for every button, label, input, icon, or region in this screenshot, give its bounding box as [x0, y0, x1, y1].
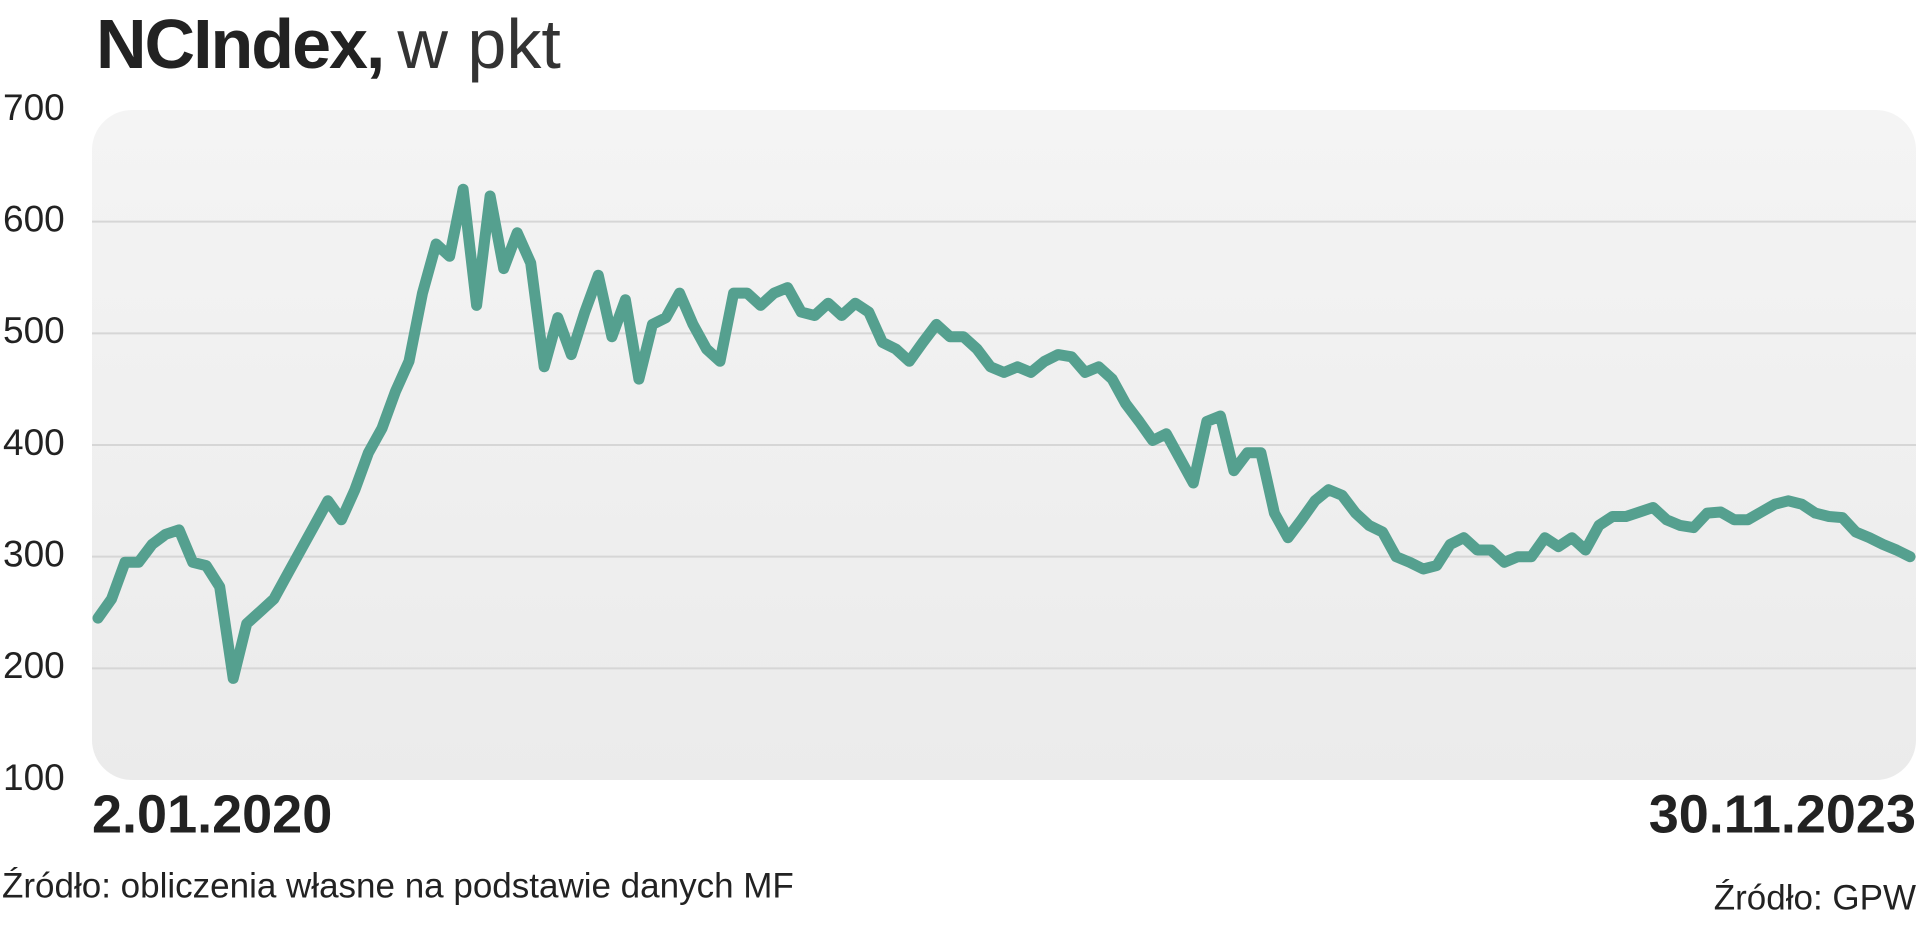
x-tick-label: 30.11.2023 — [1649, 784, 1916, 844]
y-tick-label: 300 — [3, 533, 65, 574]
y-tick-label: 400 — [3, 422, 65, 463]
x-tick-label: 2.01.2020 — [92, 784, 332, 844]
title-unit: w pkt — [396, 5, 560, 83]
y-tick-label: 200 — [3, 645, 65, 686]
source-left: Źródło: obliczenia własne na podstawie d… — [2, 866, 794, 905]
y-tick-label: 100 — [3, 757, 65, 798]
chart-title: NCIndex, w pkt — [96, 5, 561, 83]
data-line — [92, 183, 1916, 684]
y-tick-label: 600 — [3, 198, 65, 239]
title-main: NCIndex, — [96, 5, 383, 83]
y-tick-label: 500 — [3, 310, 65, 351]
y-tick-label: 700 — [3, 87, 65, 128]
source-right: Źródło: GPW — [1714, 878, 1916, 917]
